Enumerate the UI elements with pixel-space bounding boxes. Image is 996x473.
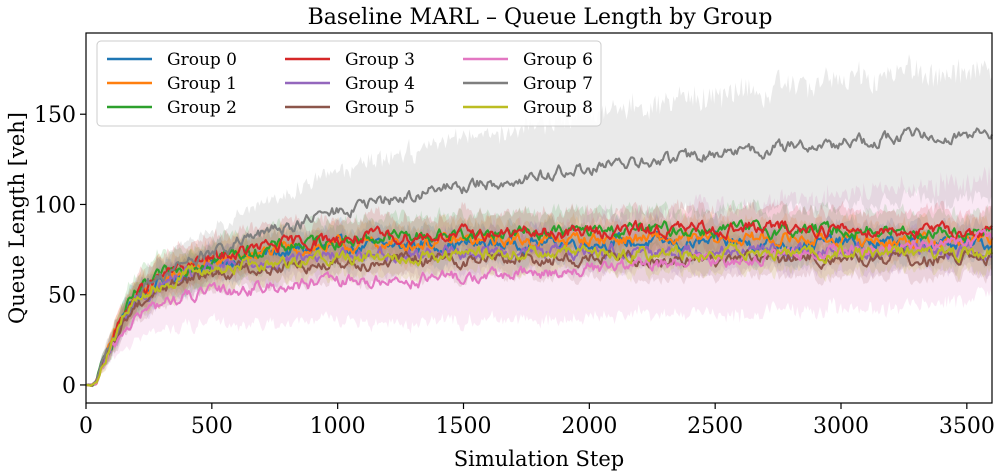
- x-tick-label: 2500: [687, 414, 743, 439]
- band-group-5: [86, 230, 992, 386]
- legend-label: Group 7: [523, 74, 593, 94]
- y-tick-label: 50: [48, 284, 76, 309]
- line-group-7: [85, 126, 993, 387]
- x-tick-label: 1000: [310, 414, 366, 439]
- y-tick-label: 100: [34, 193, 76, 218]
- x-axis-label: Simulation Step: [454, 447, 624, 471]
- line-group-8: [85, 242, 993, 387]
- y-tick-label: 0: [62, 374, 76, 399]
- chart-title: Baseline MARL – Queue Length by Group: [308, 5, 773, 30]
- x-tick-label: 3500: [939, 414, 995, 439]
- legend-label: Group 0: [167, 50, 237, 70]
- legend-label: Group 3: [345, 50, 415, 70]
- x-tick-label: 0: [79, 414, 93, 439]
- line-group-5: [85, 247, 993, 388]
- x-axis-ticks: 0 500 1000 1500 2000 2500 3000 3500: [79, 403, 995, 439]
- x-tick-label: 500: [191, 414, 233, 439]
- x-tick-label: 3000: [813, 414, 869, 439]
- x-tick-label: 1500: [436, 414, 492, 439]
- plot-frame: [85, 32, 993, 404]
- x-tick-label: 2000: [561, 414, 617, 439]
- y-axis-label: Queue Length [veh]: [5, 112, 29, 324]
- legend-label: Group 5: [345, 98, 415, 118]
- legend-label: Group 1: [167, 74, 237, 94]
- legend-label: Group 2: [167, 98, 237, 118]
- lines-layer: [85, 126, 994, 388]
- y-tick-label: 150: [34, 103, 76, 128]
- y-axis-ticks: 0 50 100 150: [34, 103, 86, 399]
- legend-label: Group 4: [345, 74, 415, 94]
- legend-label: Group 6: [523, 50, 593, 70]
- line-group-3: [85, 219, 993, 387]
- legend: Group 0 Group 1 Group 2 Group 3 Group 4 Group…: [96, 40, 602, 127]
- band-group-4: [86, 223, 992, 386]
- legend-box: [96, 40, 602, 127]
- legend-label: Group 8: [523, 98, 593, 118]
- band-group-7: [86, 54, 992, 386]
